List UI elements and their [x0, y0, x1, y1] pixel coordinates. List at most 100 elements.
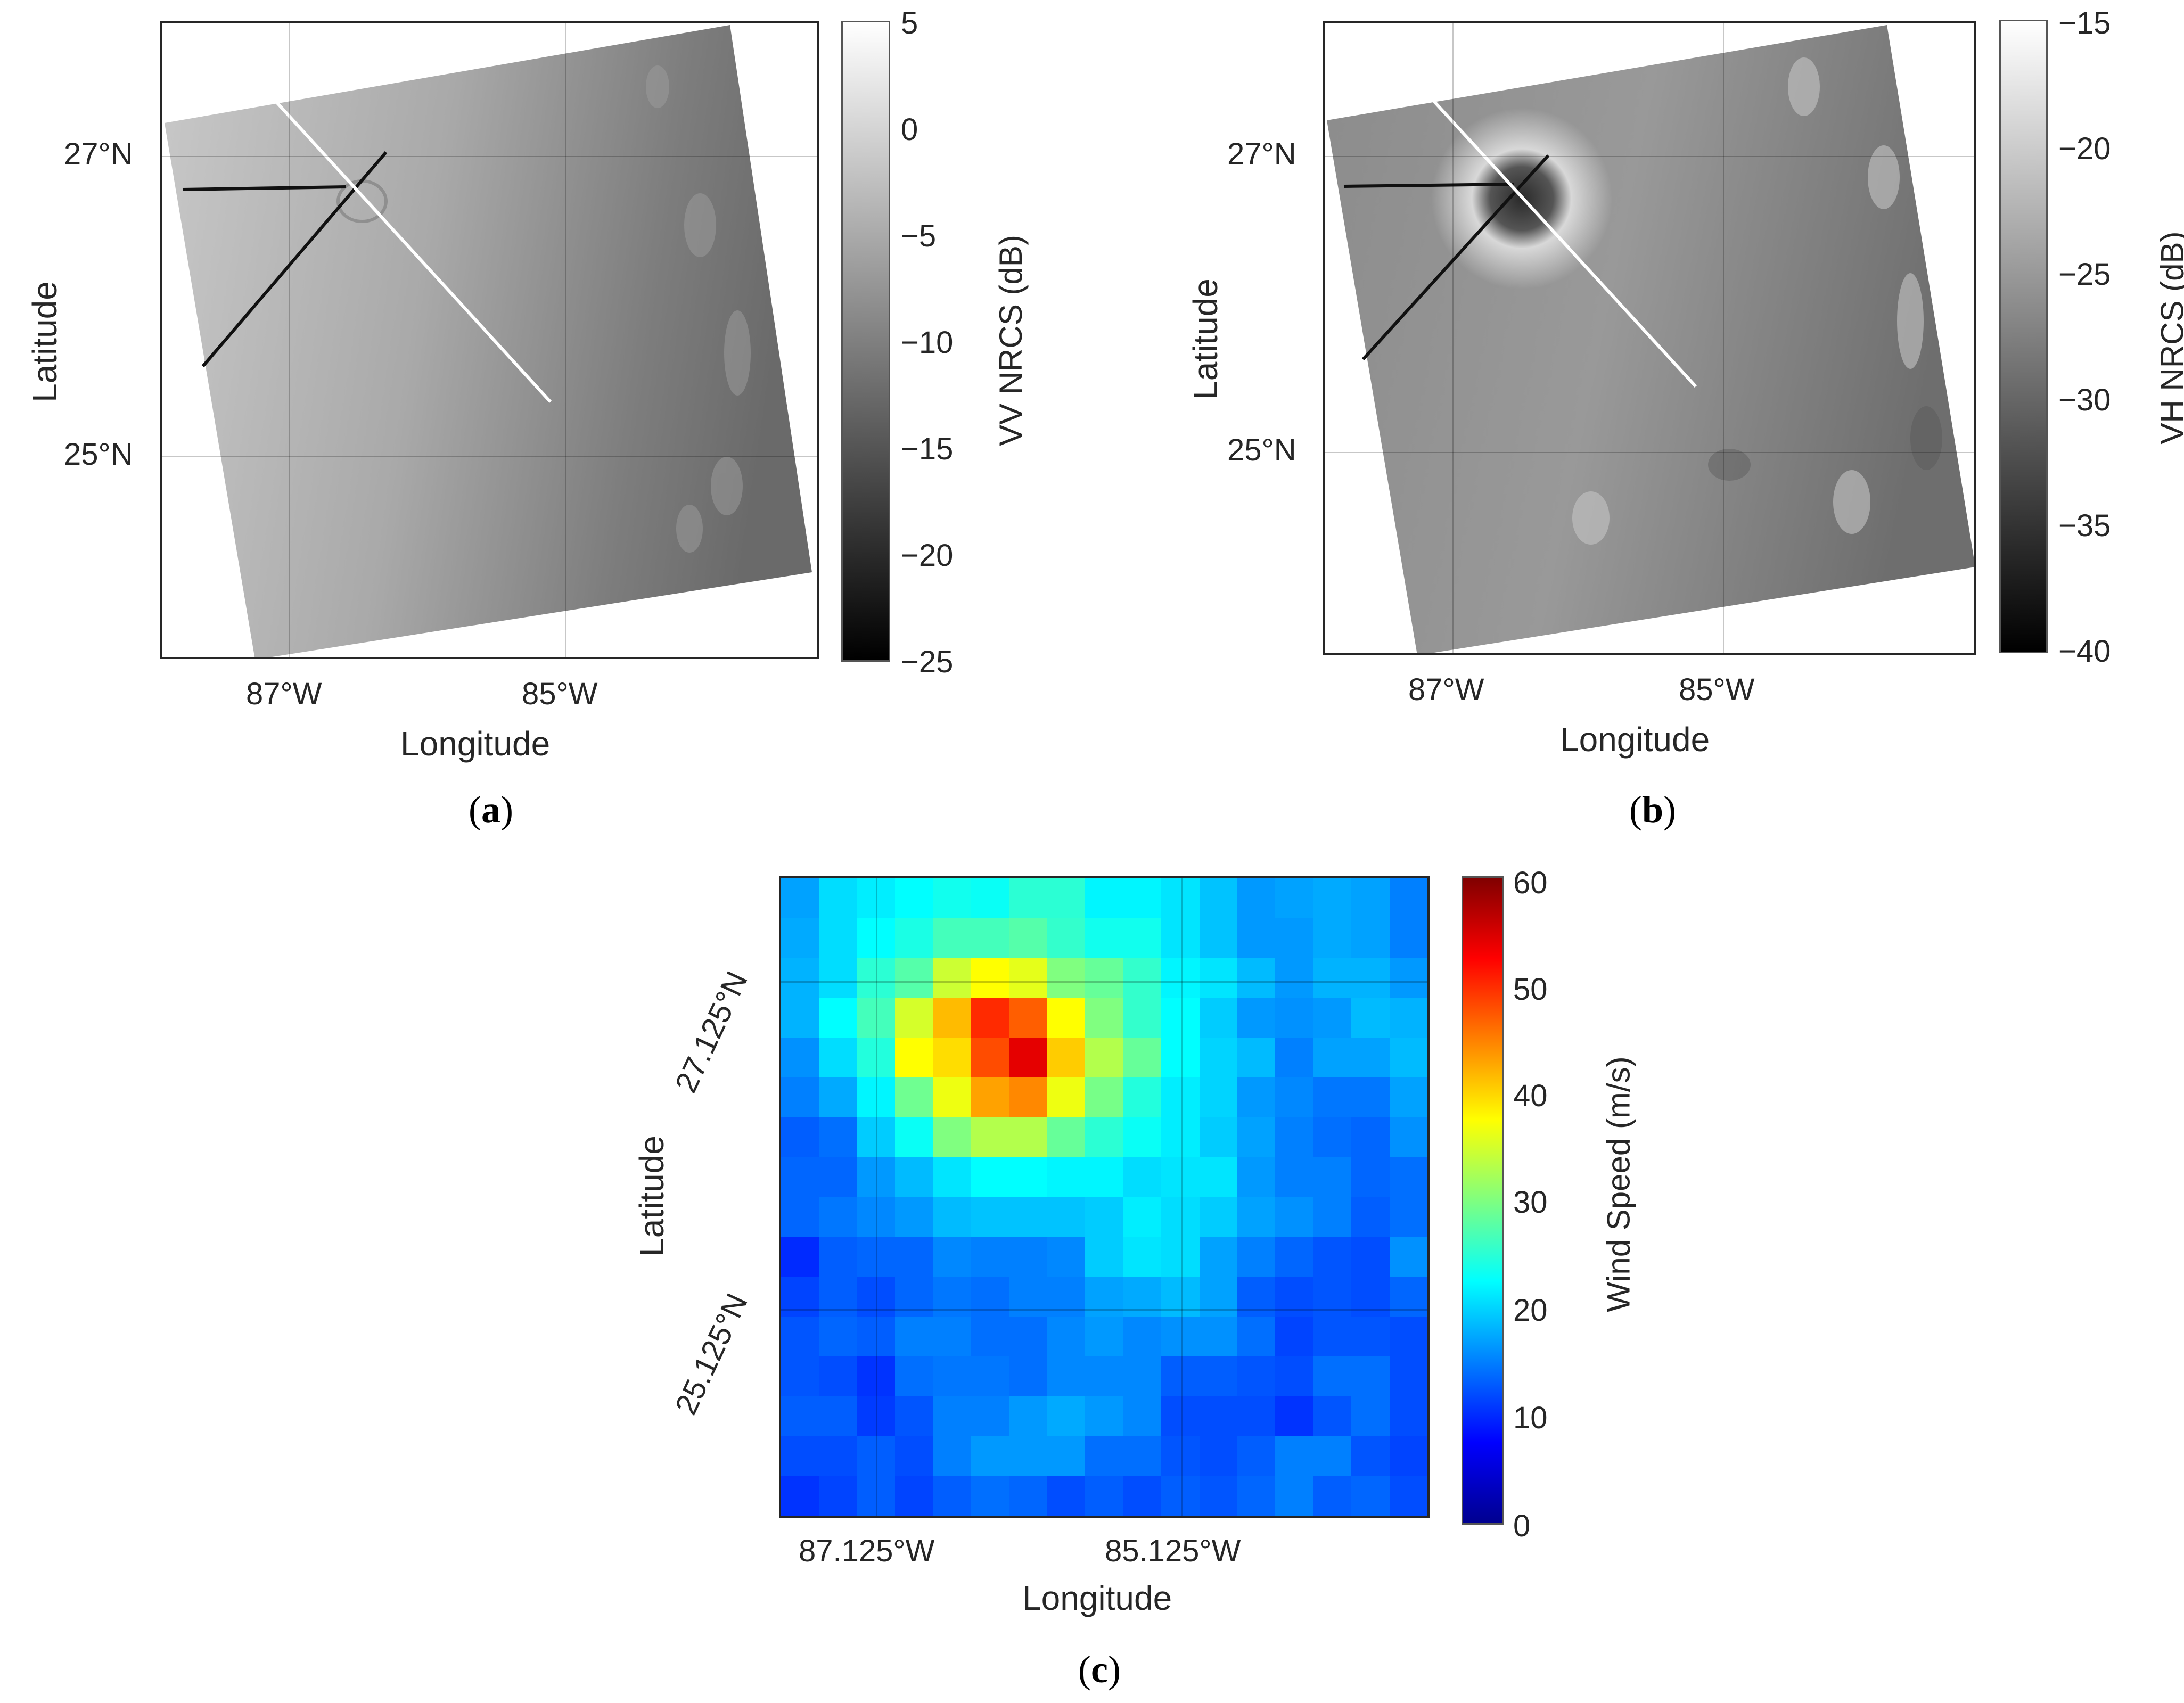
heatmap-cell: [1085, 1277, 1123, 1317]
heatmap-cell: [895, 1197, 933, 1237]
heatmap-cell: [1389, 1157, 1427, 1197]
heatmap-cell: [971, 998, 1009, 1038]
heatmap-cell: [933, 878, 972, 918]
heatmap-cell: [857, 1316, 896, 1356]
colorbar-tick: −10: [901, 325, 954, 360]
heatmap-cell: [781, 1356, 819, 1396]
heatmap-cell: [1009, 958, 1047, 998]
colorbar-tick: −35: [2058, 508, 2111, 543]
heatmap-cell: [1199, 1038, 1237, 1078]
gridline-v: [1181, 878, 1183, 1516]
colorbar-tick: −5: [901, 219, 937, 253]
heatmap-cell: [971, 1077, 1009, 1117]
heatmap-cell: [1237, 1157, 1276, 1197]
heatmap-cell: [1313, 1077, 1352, 1117]
heatmap-cell: [819, 1117, 857, 1157]
heatmap-cell: [1161, 1117, 1200, 1157]
heatmap-cell: [1199, 1197, 1237, 1237]
heatmap-cell: [857, 1356, 896, 1396]
heatmap-cell: [1199, 918, 1237, 958]
heatmap-cell: [1161, 1038, 1200, 1078]
heatmap-cell: [895, 1237, 933, 1277]
heatmap-cell: [857, 1038, 896, 1078]
heatmap-cell: [1351, 1237, 1390, 1277]
heatmap-cell: [1313, 958, 1352, 998]
heatmap-cell: [819, 998, 857, 1038]
heatmap-cell: [1237, 998, 1276, 1038]
heatmap-cell: [971, 1476, 1009, 1516]
heatmap-cell: [1275, 1356, 1313, 1396]
heatmap-cell: [1351, 1316, 1390, 1356]
heatmap-cell: [895, 1396, 933, 1436]
heatmap-cell: [895, 878, 933, 918]
x-tick: 85°W: [1679, 672, 1755, 707]
heatmap-cell: [1237, 1197, 1276, 1237]
heatmap-cell: [1275, 1436, 1313, 1476]
heatmap-cell: [1009, 1436, 1047, 1476]
heatmap-cell: [857, 958, 896, 998]
heatmap-cell: [1009, 1038, 1047, 1078]
heatmap-cell: [819, 1197, 857, 1237]
y-axis-label: Latitude: [1186, 278, 1225, 400]
heatmap-cell: [1047, 1197, 1086, 1237]
heatmap-cell: [1009, 878, 1047, 918]
panel-a-plot: [160, 21, 819, 659]
x-axis-label: Longitude: [1022, 1579, 1172, 1617]
heatmap-cell: [781, 1197, 819, 1237]
panel-a-sar-image: [165, 25, 812, 657]
heatmap-cell: [1351, 918, 1390, 958]
heatmap-cell: [1085, 878, 1123, 918]
gridline-h: [162, 156, 817, 157]
heatmap-cell: [1161, 1197, 1200, 1237]
heatmap-cell: [1275, 1277, 1313, 1317]
heatmap-cell: [1237, 1316, 1276, 1356]
panel-b-colorbar: [1999, 20, 2048, 653]
panel-c-heatmap: [779, 876, 1430, 1518]
colorbar-tick: −20: [2058, 131, 2111, 166]
heatmap-cell: [819, 1396, 857, 1436]
heatmap-cell: [1237, 1038, 1276, 1078]
heatmap-cell: [1237, 1476, 1276, 1516]
heatmap-cell: [1313, 878, 1352, 918]
heatmap-cell: [971, 878, 1009, 918]
heatmap-cell: [1275, 1157, 1313, 1197]
heatmap-cell: [1123, 1038, 1162, 1078]
heatmap-cell: [781, 1077, 819, 1117]
heatmap-cell: [1123, 1316, 1162, 1356]
heatmap-cell: [1123, 878, 1162, 918]
heatmap-cell: [819, 1038, 857, 1078]
heatmap-cell: [819, 1277, 857, 1317]
heatmap-cell: [1047, 1077, 1086, 1117]
heatmap-cell: [1199, 1117, 1237, 1157]
heatmap-cell: [1313, 1237, 1352, 1277]
heatmap-cell: [857, 1237, 896, 1277]
heatmap-cell: [857, 1117, 896, 1157]
heatmap-cell: [1275, 1316, 1313, 1356]
heatmap-cell: [1313, 1197, 1352, 1237]
wind-speed-grid: [781, 878, 1427, 1516]
gridline-h: [1325, 156, 1974, 157]
colorbar-tick: 50: [1513, 972, 1548, 1007]
panel-caption: (c): [1078, 1648, 1121, 1691]
heatmap-cell: [1123, 958, 1162, 998]
panel-a-colorbar: [841, 21, 890, 662]
gridline-h: [781, 981, 1427, 983]
gridline-h: [1325, 452, 1974, 453]
heatmap-cell: [781, 1237, 819, 1277]
heatmap-cell: [1237, 1077, 1276, 1117]
heatmap-cell: [1275, 958, 1313, 998]
heatmap-cell: [1085, 918, 1123, 958]
heatmap-cell: [971, 1038, 1009, 1078]
heatmap-cell: [1123, 1476, 1162, 1516]
heatmap-cell: [1123, 1077, 1162, 1117]
heatmap-cell: [971, 1237, 1009, 1277]
heatmap-cell: [1351, 1356, 1390, 1396]
heatmap-cell: [1389, 1476, 1427, 1516]
heatmap-cell: [1275, 998, 1313, 1038]
heatmap-cell: [895, 918, 933, 958]
panel-b-sar-image: [1327, 25, 1974, 653]
heatmap-cell: [933, 1038, 972, 1078]
heatmap-cell: [1085, 1237, 1123, 1277]
heatmap-cell: [1047, 958, 1086, 998]
heatmap-cell: [1199, 1237, 1237, 1277]
